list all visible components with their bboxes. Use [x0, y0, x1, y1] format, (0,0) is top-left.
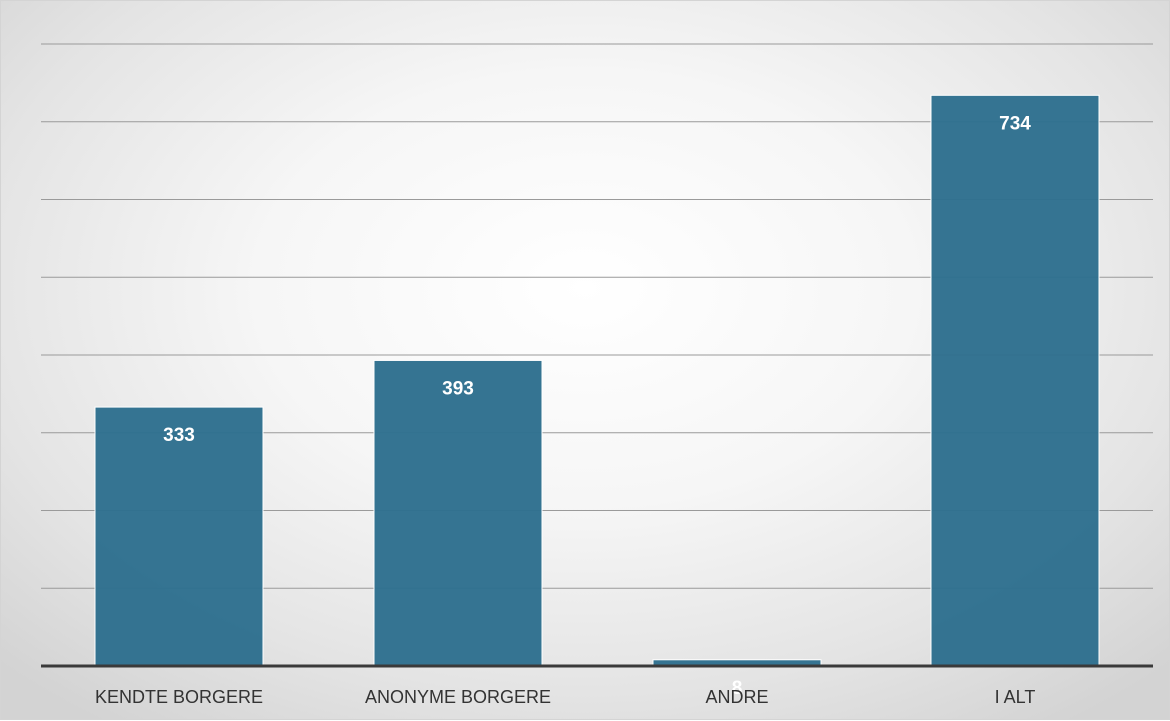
category-label: ANDRE	[705, 687, 768, 707]
category-labels: KENDTE BORGERE ANONYME BORGERE ANDRE I ALT	[95, 687, 1035, 707]
data-label: 734	[999, 113, 1031, 134]
category-label: KENDTE BORGERE	[95, 687, 263, 707]
data-labels: 333 393 8 734	[163, 113, 1031, 698]
category-label: I ALT	[995, 687, 1036, 707]
data-label: 8	[732, 678, 743, 699]
category-label: ANONYME BORGERE	[365, 687, 551, 707]
data-label: 393	[442, 378, 474, 399]
data-label: 333	[163, 425, 195, 446]
bar-kendte-borgere	[94, 406, 264, 667]
bar-anonyme-borgere	[373, 359, 543, 667]
bars	[94, 94, 1100, 667]
bar-i-alt	[930, 94, 1100, 667]
